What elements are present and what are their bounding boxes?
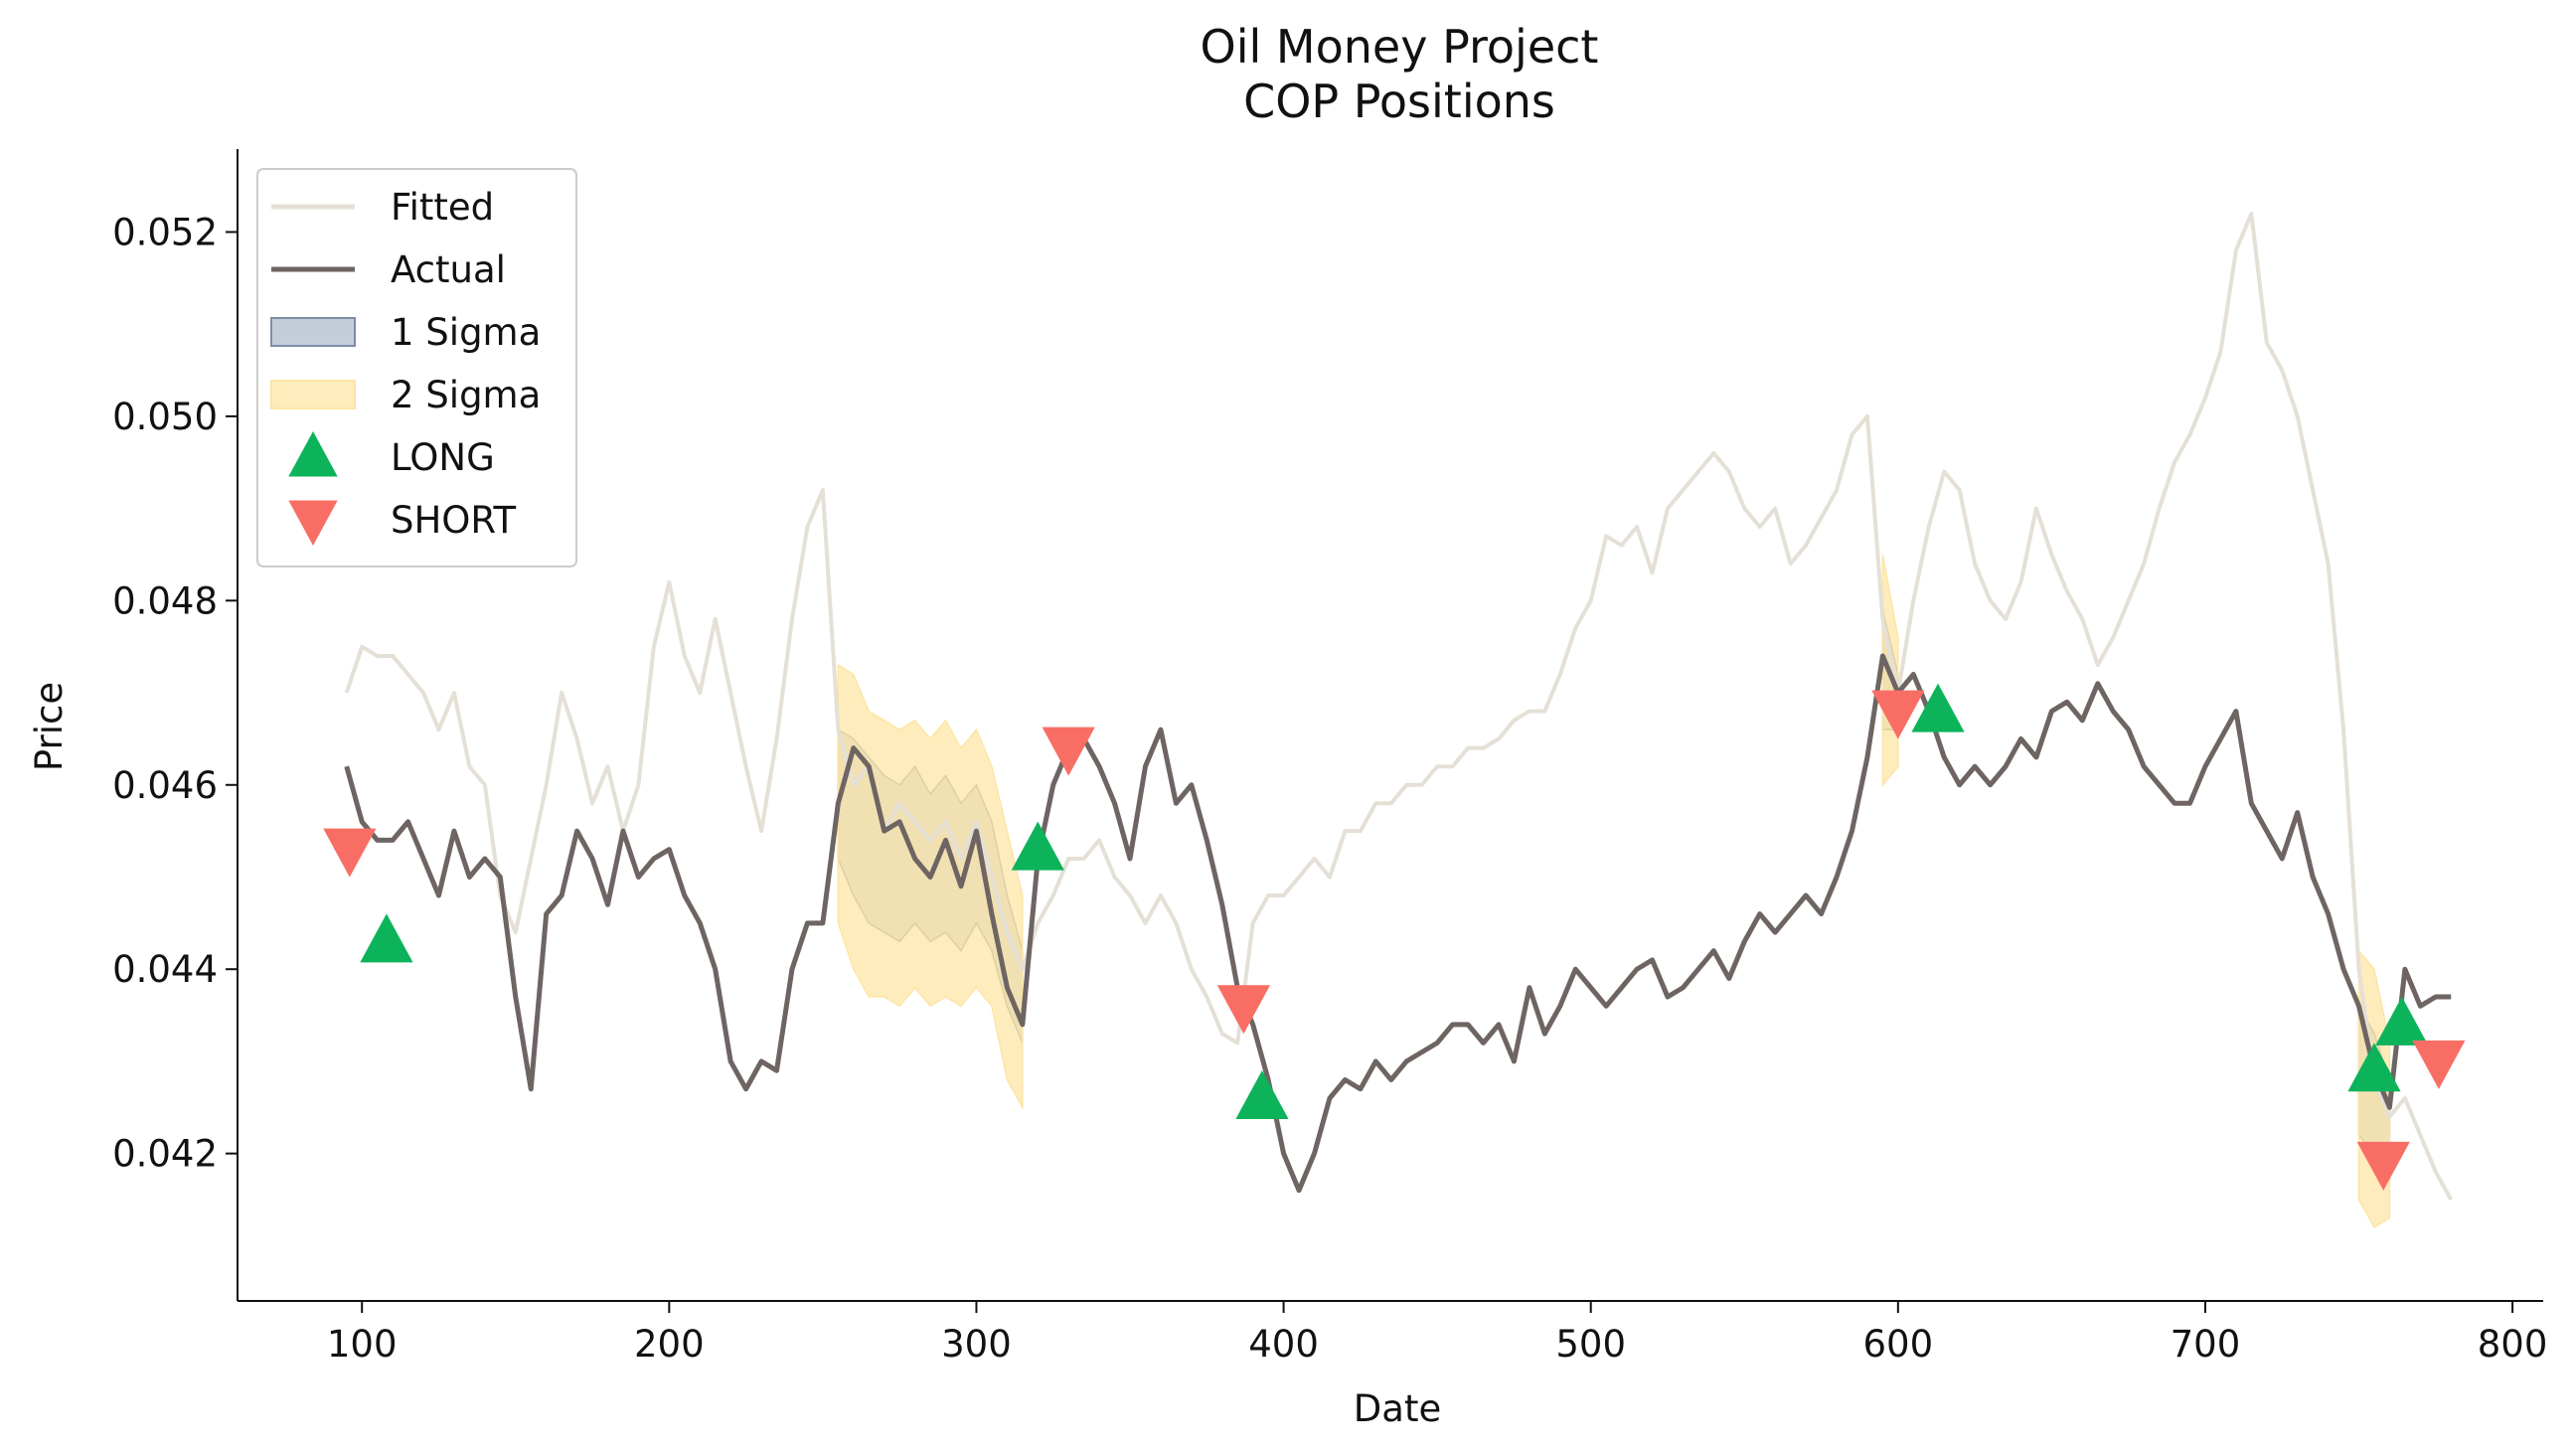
x-tick-label: 800 — [2478, 1323, 2548, 1366]
signal-marker — [2347, 1043, 2401, 1092]
signal-marker — [1216, 985, 1270, 1035]
y-tick-label: 0.052 — [112, 211, 218, 253]
signal-marker — [2375, 996, 2429, 1046]
y-tick-label: 0.046 — [112, 764, 218, 807]
y-axis-label: Price — [28, 682, 71, 771]
signal-marker — [1011, 821, 1064, 871]
legend-label: SHORT — [391, 499, 516, 542]
x-tick-label: 300 — [941, 1323, 1012, 1366]
signal-marker — [1235, 1070, 1289, 1120]
legend: Fitted Actual 1 Sigma 2 Sigma LONG SHORT — [256, 168, 577, 567]
legend-label: Actual — [391, 248, 506, 291]
chart-title: Oil Money Project COP Positions — [1200, 20, 1599, 128]
legend-handle — [270, 380, 356, 409]
legend-handle — [288, 431, 338, 477]
signal-marker — [2356, 1141, 2410, 1191]
legend-handle — [270, 317, 356, 347]
x-tick-label: 600 — [1863, 1323, 1934, 1366]
legend-label: 2 Sigma — [391, 374, 541, 416]
y-tick-label: 0.050 — [112, 396, 218, 438]
signal-marker — [360, 913, 413, 963]
x-tick-label: 200 — [634, 1323, 705, 1366]
signal-marker — [1871, 690, 1925, 739]
legend-label: Fitted — [391, 186, 494, 229]
legend-label: 1 Sigma — [391, 311, 541, 354]
signal-marker — [1911, 683, 1965, 732]
price-line — [344, 653, 2452, 1194]
y-tick-label: 0.048 — [112, 579, 218, 622]
price-line — [344, 211, 2454, 1201]
signal-marker — [1042, 727, 1095, 776]
legend-handle — [288, 500, 338, 546]
sigma-band — [837, 609, 2391, 1175]
x-tick-label: 100 — [327, 1323, 398, 1366]
x-tick-label: 500 — [1555, 1323, 1626, 1366]
x-axis-label: Date — [1354, 1387, 1441, 1430]
x-tick-label: 700 — [2171, 1323, 2241, 1366]
signal-marker — [2412, 1040, 2466, 1089]
sigma-band — [837, 554, 2391, 1228]
signal-marker — [323, 828, 377, 878]
y-tick-label: 0.044 — [112, 948, 218, 991]
y-tick-label: 0.042 — [112, 1133, 218, 1176]
plot-area — [323, 211, 2466, 1228]
legend-label: LONG — [391, 436, 495, 479]
x-tick-label: 400 — [1248, 1323, 1319, 1366]
